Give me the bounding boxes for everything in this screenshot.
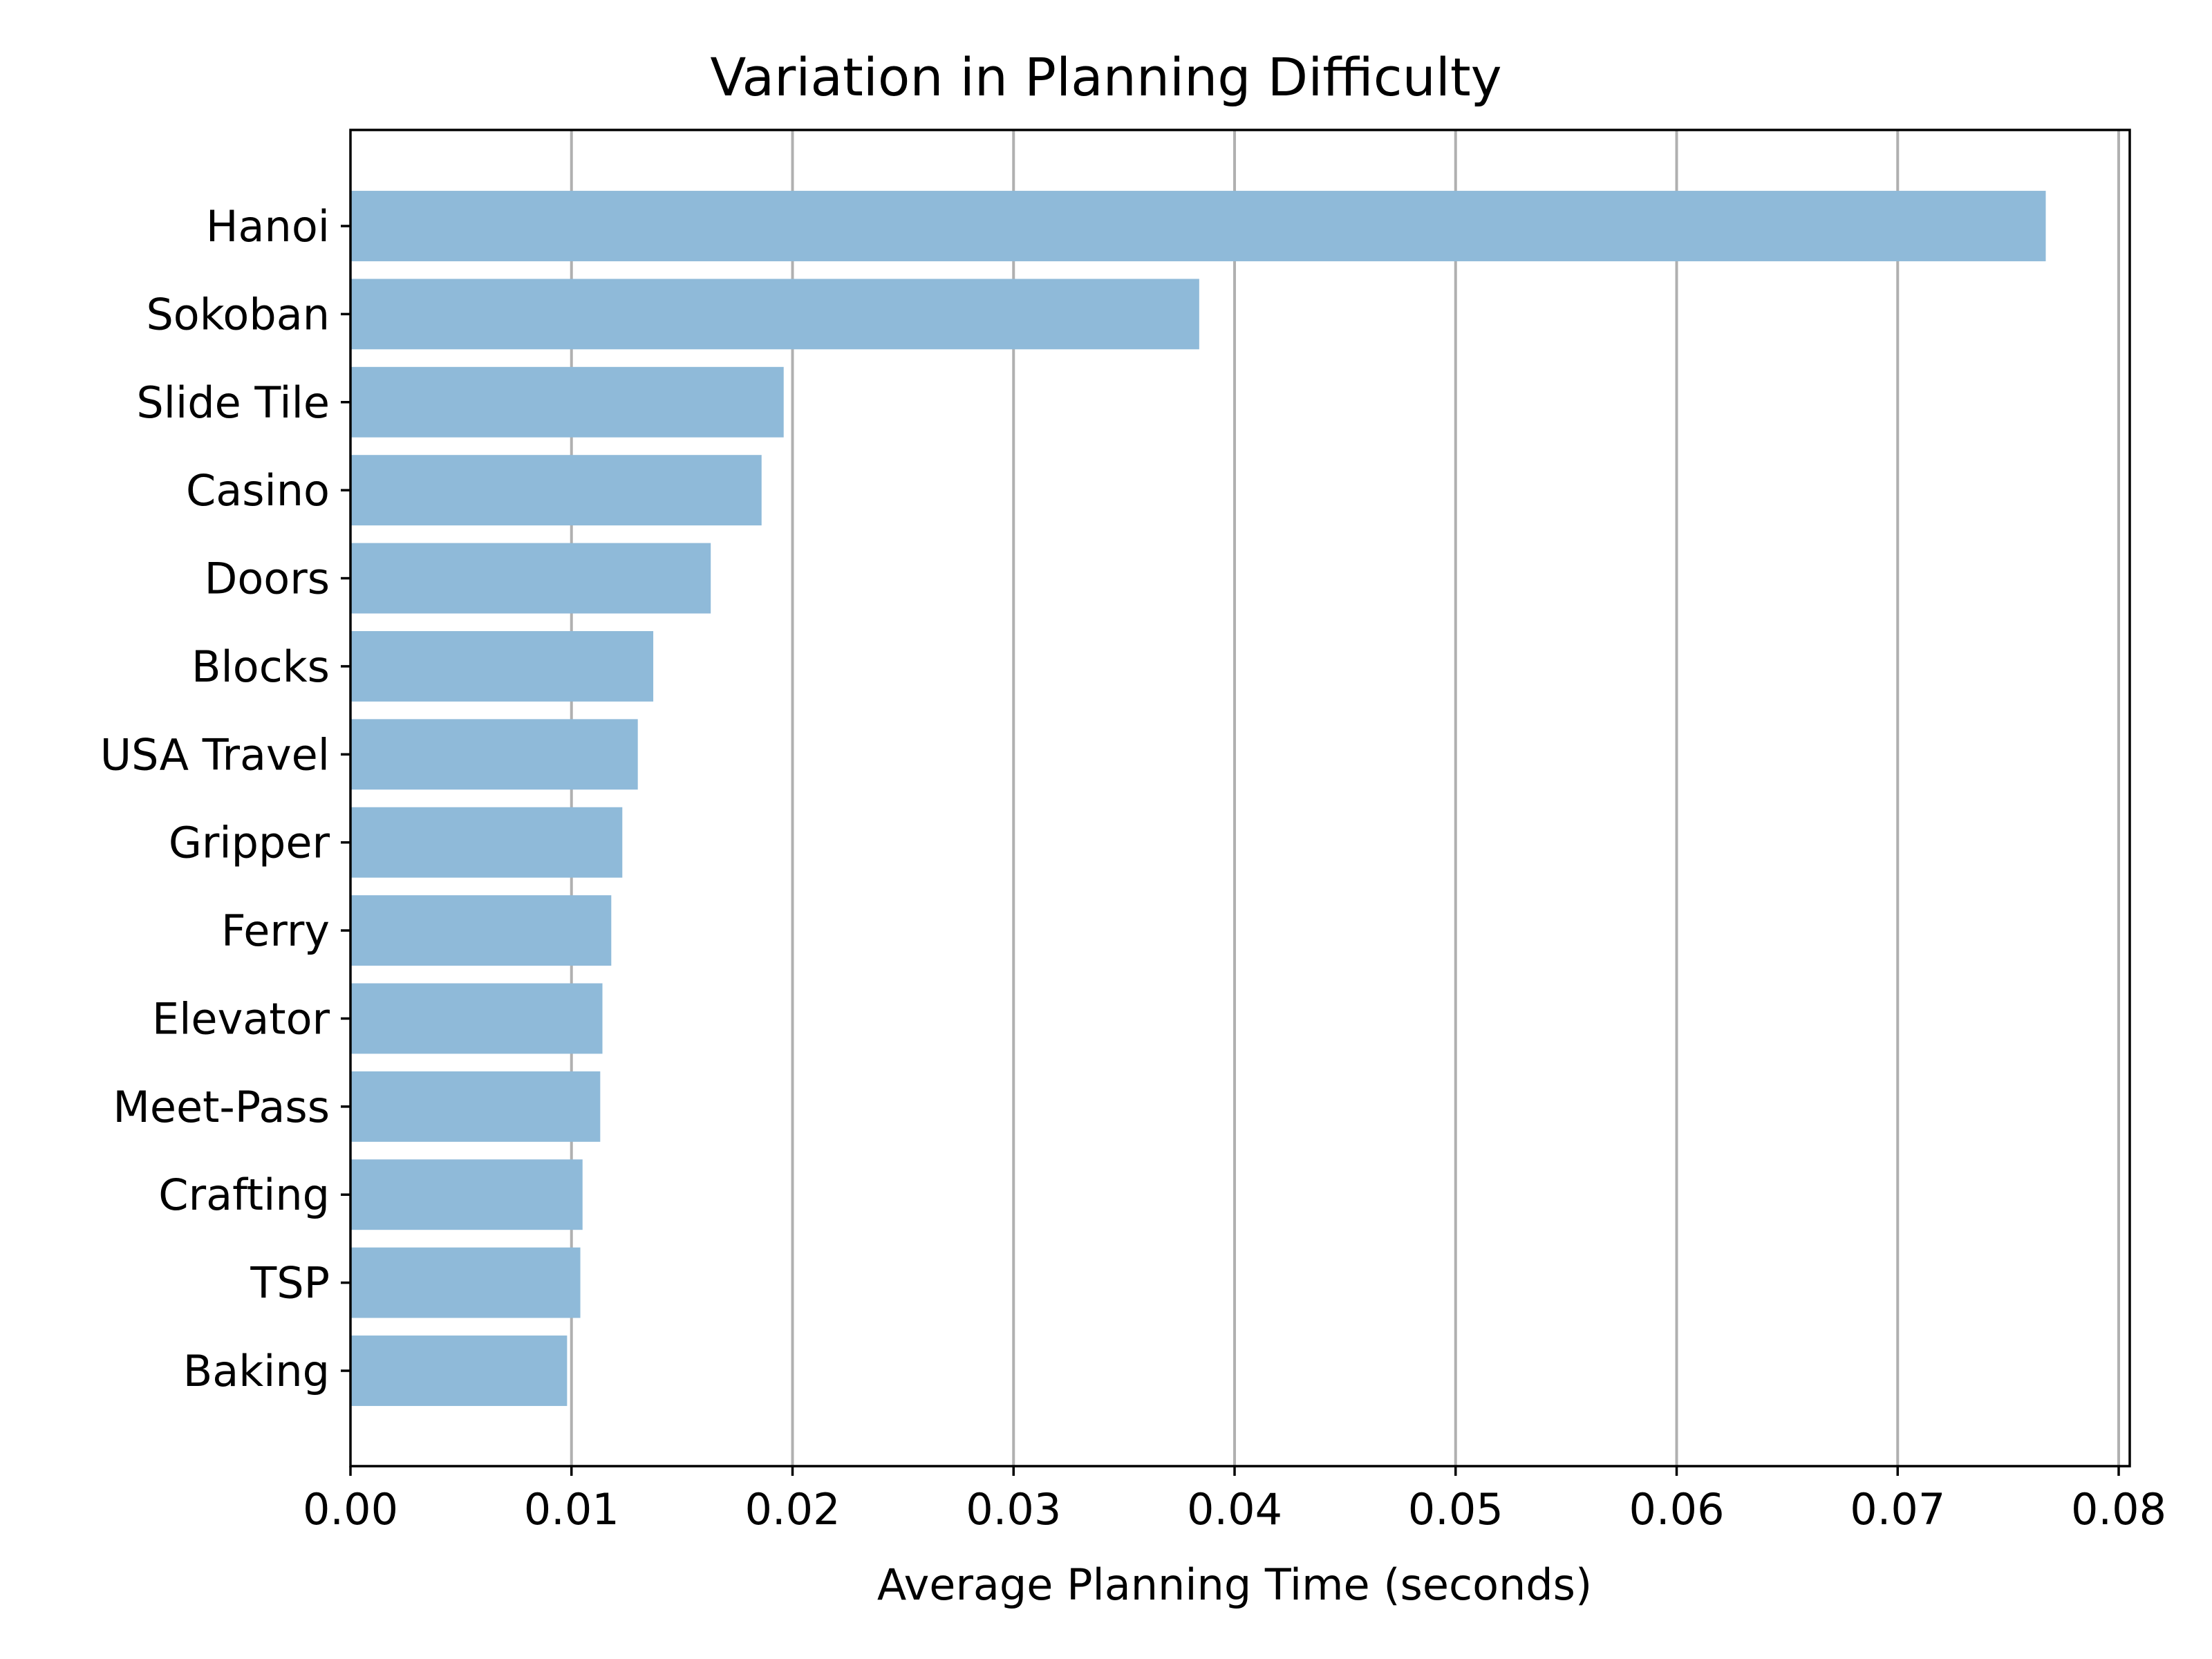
y-tick-label: Baking <box>183 1346 330 1396</box>
plot-frame <box>349 129 2131 1468</box>
x-tick-label: 0.04 <box>1187 1484 1282 1535</box>
bar <box>350 543 711 614</box>
bar <box>350 719 638 790</box>
x-tick-label: 0.06 <box>1629 1484 1724 1535</box>
x-tick-label: 0.05 <box>1408 1484 1503 1535</box>
bar <box>350 1159 583 1230</box>
y-tick-label: Elevator <box>152 993 330 1044</box>
bar <box>350 455 762 526</box>
y-tick-label: Ferry <box>221 906 330 956</box>
y-tick-label: Crafting <box>158 1170 330 1220</box>
y-tick-label: Meet-Pass <box>113 1082 330 1132</box>
bar <box>350 191 2046 261</box>
y-tick-label: Sokoban <box>146 289 330 339</box>
x-axis-label: Average Planning Time (seconds) <box>877 1559 1592 1610</box>
grid-lines <box>570 130 2121 1466</box>
y-tick-label: Gripper <box>169 818 330 868</box>
chart-title: Variation in Planning Difficulty <box>710 46 1501 108</box>
y-tick-label: Blocks <box>191 641 330 692</box>
x-tick-label: 0.00 <box>303 1484 398 1535</box>
bar <box>350 895 612 966</box>
y-axis-ticks: Hanoi Sokoban Slide Tile Casino Doors Blocks U… <box>100 201 350 1396</box>
y-tick-label: USA Travel <box>100 729 330 780</box>
x-tick-label: 0.01 <box>524 1484 619 1535</box>
x-axis-ticks: 0.00 0.01 0.02 0.03 0.04 0.05 0.06 0.07 0.08 <box>303 1466 2166 1535</box>
bar <box>350 630 654 702</box>
y-tick-label: TSP <box>250 1258 330 1309</box>
bars <box>350 191 2046 1406</box>
x-tick-label: 0.02 <box>744 1484 840 1535</box>
bar <box>350 366 784 438</box>
bar <box>350 279 1199 350</box>
y-tick-label: Slide Tile <box>136 377 330 428</box>
y-tick-label: Casino <box>186 465 330 516</box>
x-tick-label: 0.07 <box>1850 1484 1945 1535</box>
x-tick-label: 0.03 <box>966 1484 1061 1535</box>
bar <box>350 983 603 1054</box>
bar <box>350 807 623 878</box>
bar <box>350 1247 581 1318</box>
x-tick-label: 0.08 <box>2071 1484 2166 1535</box>
bar <box>350 1071 601 1142</box>
y-tick-label: Doors <box>205 554 330 604</box>
y-tick-label: Hanoi <box>206 201 330 252</box>
bar <box>350 1335 568 1406</box>
